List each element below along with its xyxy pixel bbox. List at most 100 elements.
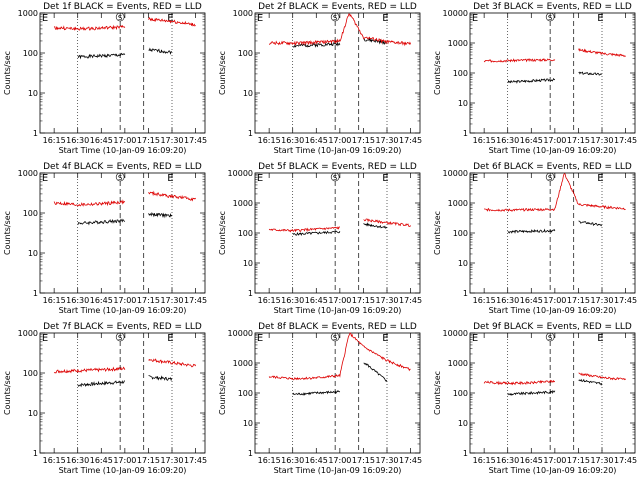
x-axis-label: Start Time (10-Jan-09 16:09:20): [274, 146, 402, 155]
events-series-line: [148, 212, 173, 219]
lld-series-line: [53, 366, 126, 374]
x-tick-label: 17:15: [352, 296, 375, 305]
events-series-line: [507, 77, 556, 84]
x-axis-label: Start Time (10-Jan-09 16:09:20): [489, 146, 617, 155]
y-tick-label: 100: [23, 49, 38, 58]
events-series-line: [363, 37, 387, 46]
y-tick-label: 1: [248, 449, 253, 458]
x-tick-label: 17:15: [567, 296, 590, 305]
eclipse-marker: E: [472, 173, 478, 184]
x-tick-label: 17:30: [160, 136, 183, 145]
saa-start-label: S: [118, 334, 123, 342]
y-tick-label: 100: [238, 229, 253, 238]
detector-panel: Det 7f BLACK = Events, RED = LLD 1 10 100 10…: [2, 320, 212, 478]
x-tick-label: 17:00: [113, 136, 136, 145]
x-tick-label: 17:15: [567, 136, 590, 145]
x-tick-label: 17:45: [399, 456, 422, 465]
y-tick-label: 10000: [443, 9, 468, 18]
x-tick-label: 16:30: [281, 296, 304, 305]
saa-start-marker: [545, 172, 555, 182]
x-tick-label: 17:45: [184, 136, 207, 145]
x-tick-label: 16:30: [66, 136, 89, 145]
detector-panel: Det 6f BLACK = Events, RED = LLD 1 10 100 10…: [432, 160, 640, 318]
chart-svg: Det 5f BLACK = Events, RED = LLD 1 10 100 10…: [218, 162, 422, 315]
x-tick-label: 16:15: [258, 456, 281, 465]
events-series-line: [578, 71, 603, 76]
chart-title: Det 9f BLACK = Events, RED = LLD: [473, 322, 632, 332]
y-tick-label: 1: [463, 449, 468, 458]
events-series-line: [77, 380, 126, 388]
y-tick-label: 1000: [18, 329, 38, 338]
x-tick-label: 17:15: [352, 136, 375, 145]
y-tick-label: 1000: [18, 169, 38, 178]
x-tick-label: 16:15: [43, 456, 66, 465]
y-axis-label: Counts/sec: [3, 371, 12, 415]
y-tick-label: 10000: [443, 169, 468, 178]
y-tick-label: 1: [463, 129, 468, 138]
y-tick-label: 10: [243, 89, 253, 98]
saa-start-marker: [115, 332, 125, 342]
y-tick-label: 1: [33, 449, 38, 458]
events-series-line: [578, 378, 603, 386]
x-axis-label: Start Time (10-Jan-09 16:09:20): [489, 306, 617, 315]
x-tick-label: 17:30: [590, 296, 613, 305]
saa-start-label: S: [118, 14, 123, 22]
events-series-line: [292, 230, 341, 236]
chart-svg: Det 7f BLACK = Events, RED = LLD 1 10 100 10…: [3, 322, 207, 475]
lld-series-line: [148, 190, 196, 202]
eclipse-marker: E: [597, 333, 603, 344]
saa-start-label: S: [548, 174, 553, 182]
chart-svg: Det 8f BLACK = Events, RED = LLD 1 10 100 10…: [218, 322, 422, 475]
x-tick-label: 16:45: [90, 456, 113, 465]
lld-series-line: [483, 57, 556, 63]
x-tick-label: 16:15: [43, 296, 66, 305]
saa-start-marker: [545, 12, 555, 22]
y-tick-label: 10000: [228, 169, 253, 178]
y-tick-label: 1000: [233, 199, 253, 208]
saa-start-marker: [115, 12, 125, 22]
plot-frame: [39, 12, 206, 134]
y-tick-label: 1000: [233, 9, 253, 18]
x-tick-label: 16:30: [66, 296, 89, 305]
eclipse-marker: E: [167, 333, 173, 344]
events-series-line: [507, 389, 556, 396]
x-tick-label: 16:45: [305, 456, 328, 465]
saa-start-label: S: [333, 14, 338, 22]
lld-series-line: [268, 332, 411, 381]
x-tick-label: 16:30: [496, 136, 519, 145]
plot-frame: [39, 172, 206, 294]
saa-start-marker: [115, 172, 125, 182]
events-series-line: [507, 228, 556, 234]
events-series-line: [77, 218, 126, 226]
saa-start-marker: [330, 12, 340, 22]
detector-panel: Det 4f BLACK = Events, RED = LLD 1 10 100 10…: [2, 160, 212, 318]
x-tick-label: 17:45: [184, 456, 207, 465]
y-axis-label: Counts/sec: [433, 211, 442, 255]
plot-frame: [469, 12, 636, 134]
chart-title: Det 7f BLACK = Events, RED = LLD: [43, 322, 202, 332]
events-series-line: [363, 362, 388, 382]
y-tick-label: 10: [28, 409, 38, 418]
y-tick-label: 100: [453, 229, 468, 238]
x-tick-label: 17:45: [184, 296, 207, 305]
x-tick-label: 16:45: [520, 456, 543, 465]
x-tick-label: 17:45: [614, 136, 637, 145]
x-tick-label: 16:45: [305, 136, 328, 145]
lld-series-line: [483, 379, 556, 386]
events-series-line: [292, 41, 341, 48]
x-tick-label: 17:30: [590, 136, 613, 145]
x-tick-label: 17:00: [328, 456, 351, 465]
events-series-line: [148, 375, 173, 382]
detector-panel: Det 8f BLACK = Events, RED = LLD 1 10 100 10…: [217, 320, 427, 478]
saa-start-marker: [545, 332, 555, 342]
x-tick-label: 17:00: [113, 296, 136, 305]
y-tick-label: 1: [463, 289, 468, 298]
x-tick-label: 17:15: [137, 456, 160, 465]
y-tick-label: 1000: [448, 359, 468, 368]
lld-series-line: [53, 24, 126, 31]
eclipse-marker: E: [597, 173, 603, 184]
x-tick-label: 17:45: [399, 296, 422, 305]
events-series-line: [578, 220, 603, 227]
eclipse-marker: E: [597, 13, 603, 24]
detector-panel: Det 1f BLACK = Events, RED = LLD 1 10 100 10…: [2, 0, 212, 158]
